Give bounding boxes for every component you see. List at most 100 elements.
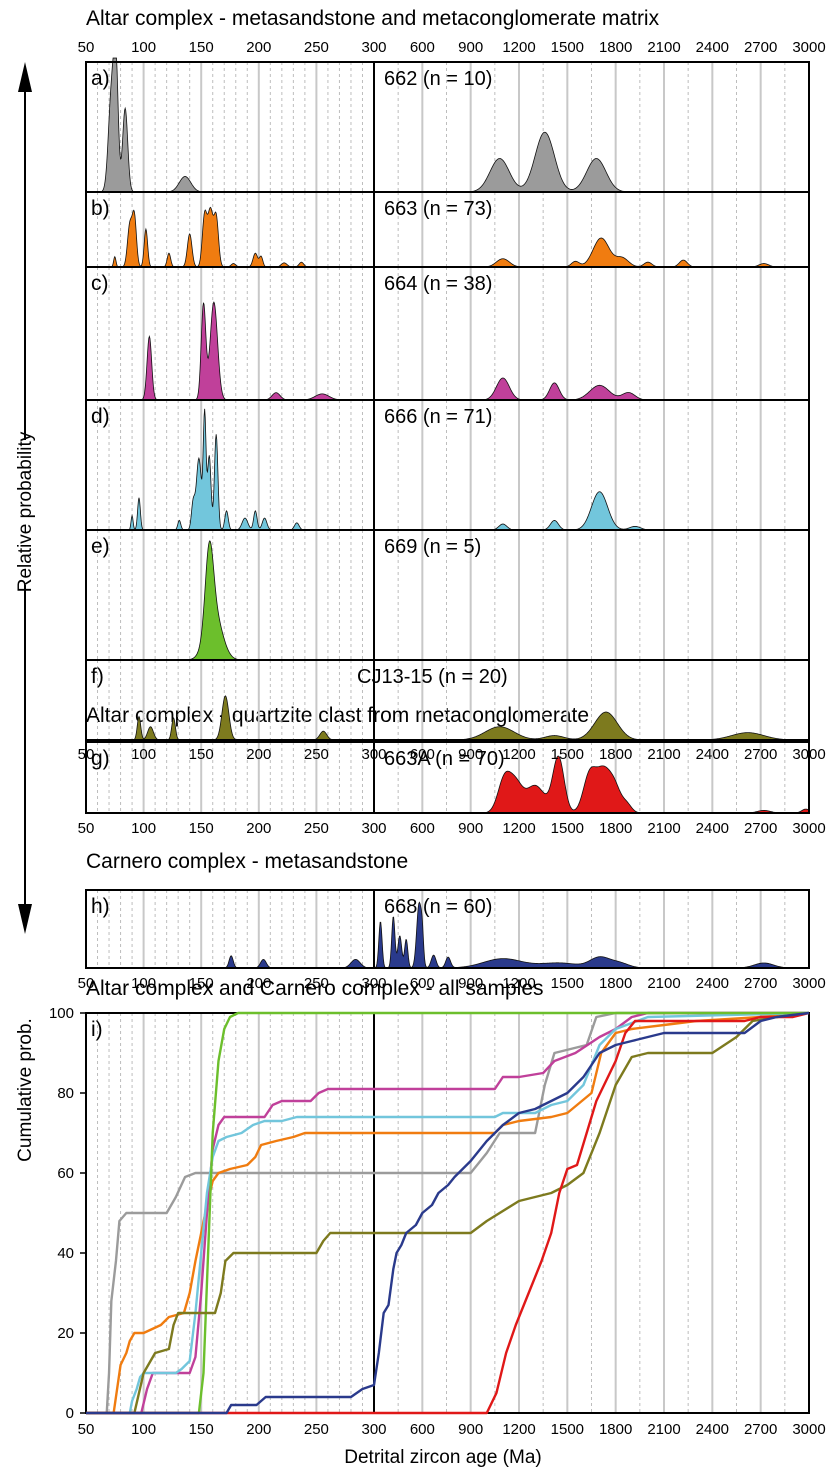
y-axis-label-cumulative: Cumulative prob.: [15, 1018, 36, 1162]
x-tick-label: 2100: [647, 975, 680, 992]
x-tick-label: 250: [304, 746, 329, 763]
x-tick-label: 2700: [744, 1421, 777, 1438]
cdf-line-666: [86, 1011, 810, 1415]
x-tick-label: 2400: [696, 975, 729, 992]
cdf-line-668: [86, 1011, 810, 1415]
kde-area-669: [86, 540, 809, 661]
panel-letter: g): [91, 747, 110, 770]
x-tick-label: 200: [246, 975, 271, 992]
title-all-samples: Altar complex and Carnero complex - all …: [86, 977, 544, 1000]
sample-label: 662 (n = 10): [384, 68, 492, 90]
x-tick-label: 1500: [551, 1421, 584, 1438]
x-tick-label: 900: [458, 746, 483, 763]
x-tick-label: 1800: [599, 1421, 632, 1438]
x-tick-label: 600: [410, 820, 435, 837]
x-tick-label: 3000: [792, 975, 825, 992]
x-tick-label: 50: [78, 746, 95, 763]
x-tick-label: 200: [246, 1421, 271, 1438]
x-tick-label: 2700: [744, 820, 777, 837]
cdf-line-CJ13-15: [86, 1011, 810, 1415]
x-tick-label: 1500: [551, 39, 584, 56]
sample-label: 668 (n = 60): [384, 896, 492, 918]
x-tick-label: 150: [189, 1421, 214, 1438]
x-tick-label: 50: [78, 39, 95, 56]
x-tick-label: 2400: [696, 39, 729, 56]
x-tick-label: 50: [78, 1421, 95, 1438]
cdf-line-664: [86, 1011, 809, 1415]
x-tick-label: 900: [458, 1421, 483, 1438]
panel-letter: d): [91, 405, 110, 428]
x-tick-label: 1200: [502, 975, 535, 992]
x-tick-label: 1500: [551, 820, 584, 837]
panel-letter: f): [91, 665, 104, 688]
panel-letter: h): [91, 895, 110, 918]
x-tick-label: 1800: [599, 820, 632, 837]
x-tick-label: 900: [458, 975, 483, 992]
x-tick-label: 200: [246, 746, 271, 763]
relative-probability-arrow: [18, 62, 32, 934]
x-tick-label: 200: [246, 820, 271, 837]
x-tick-label: 250: [304, 975, 329, 992]
x-tick-label: 2400: [696, 820, 729, 837]
x-tick-label: 250: [304, 820, 329, 837]
x-tick-label: 150: [189, 39, 214, 56]
y-tick-label: 40: [57, 1245, 74, 1262]
x-tick-label: 100: [131, 1421, 156, 1438]
x-tick-label: 1800: [599, 746, 632, 763]
x-tick-label: 600: [410, 39, 435, 56]
panel-letter: e): [91, 535, 110, 558]
cdf-line-663: [86, 1011, 810, 1415]
x-tick-label: 300: [361, 975, 386, 992]
x-tick-label: 50: [78, 820, 95, 837]
x-tick-label: 1800: [599, 39, 632, 56]
panel-letter: c): [91, 272, 109, 295]
sample-label: 663A (n = 70): [384, 748, 505, 770]
y-tick-label: 80: [57, 1085, 74, 1102]
panel-frame: [85, 889, 810, 969]
x-tick-label: 1800: [599, 975, 632, 992]
sample-label: 669 (n = 5): [384, 536, 481, 558]
x-tick-label: 1200: [502, 820, 535, 837]
x-tick-label: 2100: [647, 820, 680, 837]
x-tick-label: 2700: [744, 975, 777, 992]
panel-frame-i: [85, 1012, 810, 1414]
kde-area-664: [86, 301, 809, 401]
x-tick-label: 1200: [502, 746, 535, 763]
panel-frame: [85, 659, 810, 741]
title-carnero: Carnero complex - metasandstone: [86, 850, 408, 873]
x-tick-label: 150: [189, 746, 214, 763]
cdf-line-669: [86, 1011, 809, 1415]
panel-letter: b): [91, 197, 110, 220]
x-tick-label: 2100: [647, 746, 680, 763]
x-tick-label: 3000: [792, 39, 825, 56]
x-axis-label: Detrital zircon age (Ma): [344, 1447, 541, 1468]
y-tick-label: 20: [57, 1325, 74, 1342]
cdf-line-662: [86, 1011, 809, 1415]
x-tick-label: 900: [458, 39, 483, 56]
x-tick-label: 150: [189, 975, 214, 992]
x-tick-label: 900: [458, 820, 483, 837]
y-tick-label: 100: [49, 1005, 74, 1022]
x-tick-label: 300: [361, 39, 386, 56]
x-tick-label: 300: [361, 1421, 386, 1438]
sample-label: 663 (n = 73): [384, 198, 492, 220]
title-altar-matrix: Altar complex - metasandstone and metaco…: [86, 7, 660, 30]
x-tick-label: 2700: [744, 39, 777, 56]
x-tick-label: 3000: [792, 746, 825, 763]
x-tick-label: 100: [131, 39, 156, 56]
title-quartzite-clast: Altar complex - quartzite clast from met…: [86, 704, 589, 727]
x-tick-label: 600: [410, 746, 435, 763]
x-tick-label: 2100: [647, 1421, 680, 1438]
x-tick-label: 3000: [792, 820, 825, 837]
sample-label: CJ13-15 (n = 20): [357, 666, 508, 688]
x-tick-label: 2400: [696, 746, 729, 763]
x-tick-label: 100: [131, 746, 156, 763]
cdf-line-663A: [86, 1011, 810, 1415]
x-tick-label: 300: [361, 820, 386, 837]
panel-frame: [85, 741, 810, 814]
x-tick-label: 200: [246, 39, 271, 56]
x-tick-label: 1500: [551, 975, 584, 992]
y-tick-label: 0: [66, 1405, 74, 1422]
x-tick-label: 600: [410, 975, 435, 992]
